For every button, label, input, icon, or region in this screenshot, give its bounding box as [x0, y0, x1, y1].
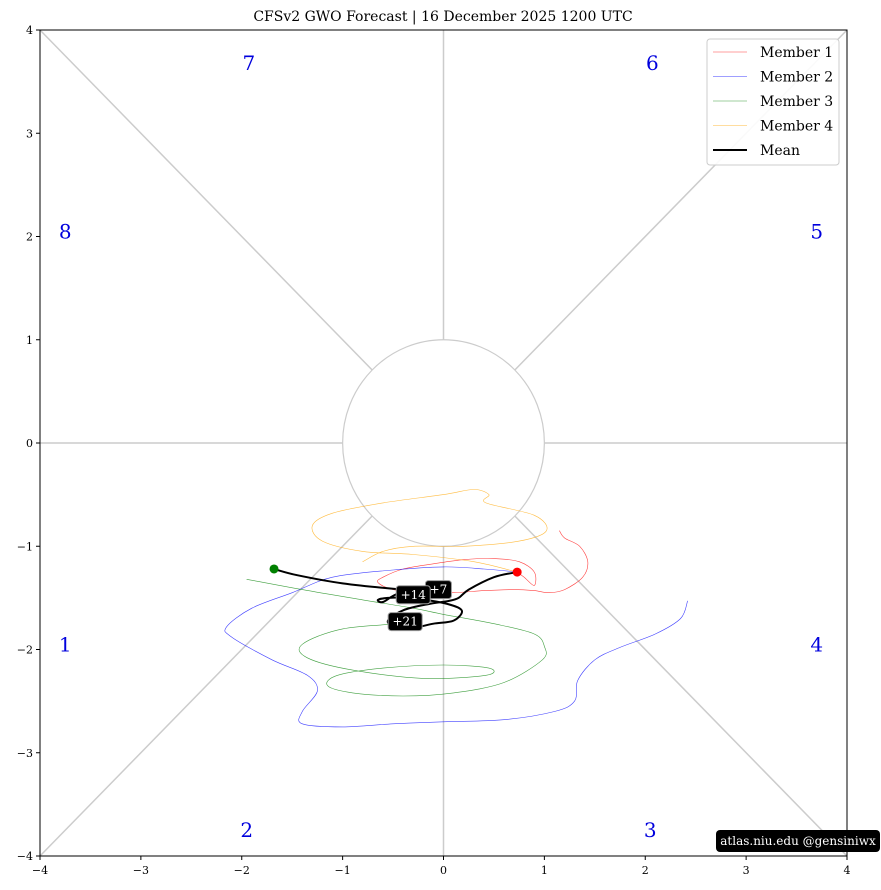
- x-tick-label: 1: [541, 864, 548, 877]
- y-tick-label: −3: [17, 747, 33, 760]
- y-tick-label: 2: [26, 231, 33, 244]
- x-tick-label: −2: [234, 864, 250, 877]
- x-tick-label: −3: [133, 864, 149, 877]
- legend-box: [706, 38, 840, 166]
- inner-circle: [342, 339, 545, 547]
- day-label-box: [395, 585, 431, 605]
- sector-line: [39, 515, 373, 857]
- series-line-member-4: [311, 489, 548, 573]
- phase-label: 6: [646, 51, 659, 75]
- x-tick-label: −4: [32, 864, 48, 877]
- sector-line: [514, 515, 848, 857]
- legend-label: Member 2: [760, 70, 833, 86]
- phase-label: 1: [59, 632, 72, 656]
- y-tick-label: −2: [17, 644, 33, 657]
- legend-label: Member 1: [760, 45, 833, 61]
- phase-label: 4: [810, 632, 823, 656]
- phase-label: 2: [240, 818, 253, 842]
- sector-line: [39, 29, 373, 371]
- x-tick-label: 2: [642, 864, 649, 877]
- credit-text: atlas.niu.edu @gensiniwx: [720, 834, 876, 848]
- y-tick-label: −1: [17, 540, 33, 553]
- phase-label: 8: [59, 219, 72, 243]
- x-tick-label: 3: [743, 864, 750, 877]
- credit-badge: atlas.niu.edu @gensiniwx: [716, 830, 880, 852]
- legend-label: Member 3: [760, 94, 833, 110]
- legend-label: Mean: [760, 143, 800, 159]
- axes-layer: −4−4 −3 −3 −2 −2 −1 −1 0 0 1 1 2 2 3 3 4 4: [17, 24, 851, 877]
- y-tick-label: 3: [26, 127, 33, 140]
- phase-label: 3: [644, 818, 657, 842]
- phase-label: 5: [810, 219, 823, 243]
- day-label-box: [387, 612, 423, 632]
- day-label: +21: [393, 615, 418, 629]
- x-tick-label: 0: [440, 864, 447, 877]
- legend-label: Member 4: [760, 119, 833, 135]
- phase-labels: 1 2 3 4 5 6 7 8: [59, 51, 823, 842]
- series-line-member-2: [224, 566, 688, 728]
- x-tick-label: 4: [844, 864, 851, 877]
- y-tick-label: 1: [26, 334, 33, 347]
- end-marker: [269, 564, 279, 574]
- day-labels: +7+14 +21: [387, 580, 452, 632]
- credit-box: [716, 830, 880, 852]
- series-layer: [224, 489, 688, 728]
- x-tick-label: −1: [335, 864, 351, 877]
- y-tick-label: 4: [26, 24, 33, 37]
- day-label: +14: [401, 588, 427, 602]
- phase-label: 7: [242, 51, 255, 75]
- y-tick-label: −4: [17, 850, 33, 863]
- start-marker: [512, 567, 522, 577]
- chart-title: CFSv2 GWO Forecast | 16 December 2025 12…: [253, 9, 632, 25]
- y-tick-label: 0: [26, 437, 33, 450]
- day-label: +7: [430, 583, 448, 597]
- legend: Member 1 Member 2 Member 3 Member 4 Mean: [706, 38, 840, 166]
- series-line-member-3: [246, 579, 547, 697]
